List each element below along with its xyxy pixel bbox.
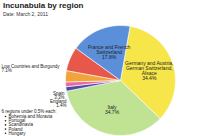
svg-text:France and FrenchSwitzerland17: France and FrenchSwitzerland17.8% (88, 44, 130, 60)
svg-text:England1.4%: England1.4% (50, 99, 67, 109)
svg-text:Italy34.7%: Italy34.7% (105, 104, 120, 115)
svg-text:Germany and Austria,German Swi: Germany and Austria,German Switzerland,A… (125, 60, 173, 81)
svg-text:Low Countries and Burgundy7.1%: Low Countries and Burgundy7.1% (2, 64, 61, 74)
svg-text:Hungary: Hungary (9, 131, 27, 136)
